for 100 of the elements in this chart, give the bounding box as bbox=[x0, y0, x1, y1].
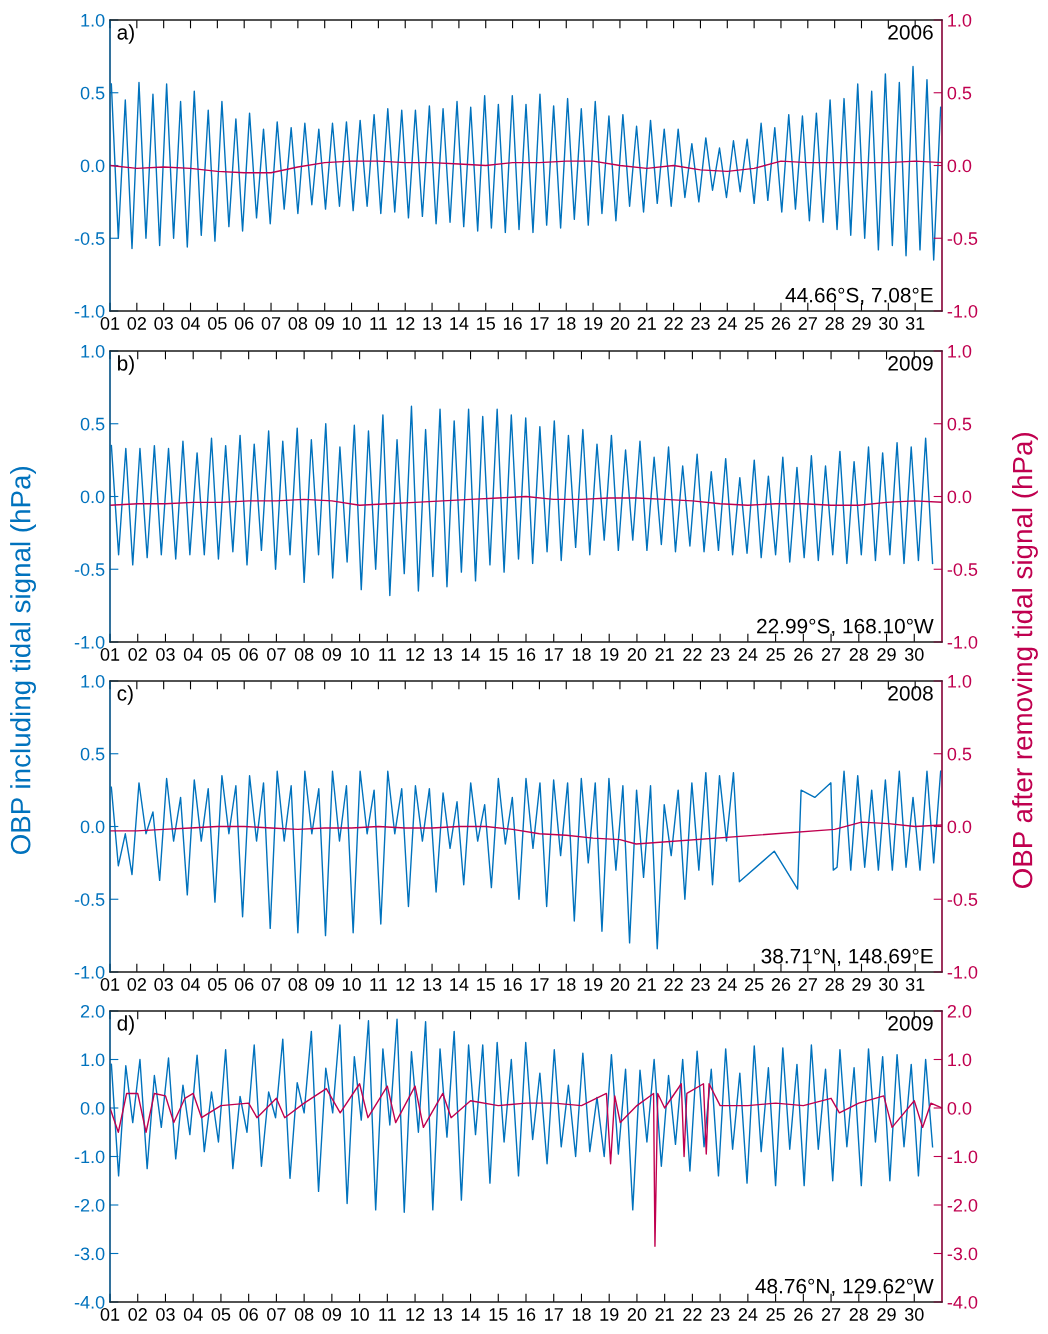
x-tick-label: 07 bbox=[261, 978, 281, 991]
x-tick-label: 09 bbox=[322, 1308, 342, 1321]
annotation: a) bbox=[117, 24, 134, 44]
y2-tick-label: -0.5 bbox=[947, 232, 978, 245]
x-tick-label: 15 bbox=[489, 1308, 508, 1321]
x-tick-label: 01 bbox=[100, 317, 120, 330]
x-tick-label: 20 bbox=[610, 317, 630, 330]
x-tick-label: 09 bbox=[322, 648, 342, 661]
x-tick-label: 26 bbox=[771, 978, 791, 991]
x-tick-label: 05 bbox=[211, 1308, 231, 1321]
annotation: 2009 bbox=[888, 355, 933, 371]
x-tick-label: 08 bbox=[288, 978, 308, 991]
y-tick-label: 0.0 bbox=[80, 1101, 105, 1115]
y-tick-label: 0.0 bbox=[80, 490, 105, 504]
x-tick-label: 06 bbox=[239, 1308, 258, 1321]
y2-tick-label: 0.0 bbox=[947, 1101, 972, 1115]
x-tick-label: 13 bbox=[434, 1308, 453, 1321]
x-tick-label: 19 bbox=[600, 1308, 619, 1321]
x-tick-label: 08 bbox=[294, 648, 314, 661]
x-tick-label: 06 bbox=[239, 648, 258, 661]
annotation: d) bbox=[117, 1015, 134, 1035]
x-tick-label: 24 bbox=[718, 317, 737, 330]
x-tick-label: 04 bbox=[183, 648, 203, 661]
y2-tick-label: 1.0 bbox=[948, 13, 972, 27]
x-tick-label: 14 bbox=[450, 978, 469, 991]
annotation: b) bbox=[118, 355, 134, 375]
x-tick-label: 10 bbox=[342, 978, 361, 991]
y-tick-label: -2.0 bbox=[74, 1198, 105, 1212]
y-tick-label: -1.0 bbox=[74, 304, 105, 318]
x-tick-label: 26 bbox=[794, 648, 813, 661]
y-tick-label: 1.0 bbox=[81, 1053, 105, 1067]
y-tick-label: 2.0 bbox=[80, 1004, 105, 1018]
x-tick-label: 12 bbox=[396, 978, 415, 991]
x-tick-label: 06 bbox=[234, 978, 254, 991]
x-tick-label: 07 bbox=[267, 1308, 286, 1321]
x-tick-label: 28 bbox=[825, 317, 844, 330]
x-tick-label: 16 bbox=[517, 1308, 536, 1321]
y2-tick-label: -1.0 bbox=[947, 304, 978, 318]
x-tick-label: 16 bbox=[503, 317, 522, 330]
x-tick-label: 01 bbox=[100, 1308, 120, 1321]
x-tick-label: 24 bbox=[738, 1308, 758, 1321]
x-tick-label: 15 bbox=[477, 317, 496, 330]
x-tick-label: 10 bbox=[350, 1308, 369, 1321]
y2-tick-label: -0.5 bbox=[947, 893, 978, 906]
line-series bbox=[110, 65, 942, 261]
y2-tick-label: -1.0 bbox=[947, 965, 978, 979]
annotation: 22.99°S, 168.10°W bbox=[757, 618, 934, 636]
y-tick-label: 0.5 bbox=[80, 86, 105, 100]
x-tick-label: 03 bbox=[154, 317, 173, 330]
y2-tick-label: 0.5 bbox=[947, 86, 972, 100]
x-tick-label: 22 bbox=[683, 1308, 702, 1321]
y2-tick-label: -3.0 bbox=[947, 1247, 978, 1261]
x-tick-label: 20 bbox=[610, 978, 630, 991]
x-tick-label: 18 bbox=[557, 978, 576, 991]
y-tick-label: -1.0 bbox=[74, 1150, 105, 1164]
x-tick-label: 28 bbox=[825, 978, 844, 991]
x-tick-label: 17 bbox=[545, 1308, 563, 1321]
annotation: 2009 bbox=[888, 1015, 933, 1031]
x-tick-label: 11 bbox=[379, 1308, 396, 1321]
x-tick-label: 04 bbox=[181, 317, 201, 330]
x-tick-label: 02 bbox=[128, 648, 147, 661]
y-tick-label: 0.0 bbox=[80, 820, 105, 834]
y-tick-label: -4.0 bbox=[74, 1295, 105, 1309]
x-tick-label: 24 bbox=[718, 978, 737, 991]
x-tick-label: 01 bbox=[100, 978, 120, 991]
x-tick-label: 05 bbox=[211, 648, 231, 661]
y2-tick-label: -4.0 bbox=[947, 1295, 978, 1309]
x-tick-label: 30 bbox=[878, 317, 898, 330]
x-tick-label: 21 bbox=[637, 978, 656, 991]
annotation: 48.76°N, 129.62°W bbox=[755, 1278, 934, 1296]
x-tick-label: 25 bbox=[745, 317, 764, 330]
x-tick-label: 19 bbox=[584, 978, 603, 991]
x-tick-label: 05 bbox=[208, 317, 227, 330]
x-tick-label: 21 bbox=[655, 1308, 674, 1321]
x-tick-label: 01 bbox=[100, 648, 120, 661]
y-tick-label: 1.0 bbox=[81, 344, 105, 358]
x-tick-label: 27 bbox=[821, 1308, 841, 1321]
x-tick-label: 11 bbox=[370, 317, 387, 330]
x-tick-label: 29 bbox=[877, 648, 896, 661]
x-tick-label: 18 bbox=[572, 1308, 591, 1321]
x-tick-label: 31 bbox=[905, 978, 925, 991]
x-tick-label: 03 bbox=[156, 1308, 175, 1321]
x-tick-label: 14 bbox=[461, 648, 481, 661]
x-tick-label: 31 bbox=[905, 317, 925, 330]
x-tick-label: 14 bbox=[461, 1308, 481, 1321]
y-tick-label: 1.0 bbox=[81, 674, 105, 688]
y-tick-label: -1.0 bbox=[74, 635, 105, 649]
y2-tick-label: -0.5 bbox=[947, 563, 978, 576]
x-tick-label: 07 bbox=[261, 317, 281, 330]
x-tick-label: 12 bbox=[396, 317, 415, 330]
x-tick-label: 08 bbox=[288, 317, 308, 330]
x-tick-label: 17 bbox=[530, 317, 549, 330]
y-tick-label: -0.5 bbox=[74, 563, 105, 576]
x-tick-label: 02 bbox=[128, 1308, 147, 1321]
x-tick-label: 23 bbox=[711, 1308, 730, 1321]
x-tick-label: 30 bbox=[878, 978, 898, 991]
y-tick-label: -0.5 bbox=[74, 232, 105, 245]
x-tick-label: 10 bbox=[342, 317, 361, 330]
y2-tick-label: 0.0 bbox=[947, 159, 972, 173]
y-tick-label: -3.0 bbox=[74, 1247, 105, 1261]
